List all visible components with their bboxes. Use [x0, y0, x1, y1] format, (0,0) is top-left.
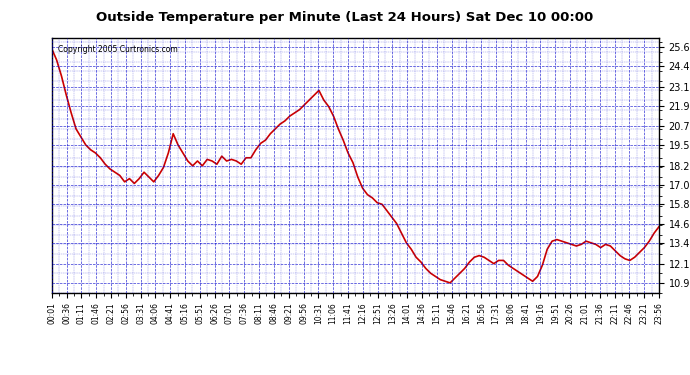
Text: Outside Temperature per Minute (Last 24 Hours) Sat Dec 10 00:00: Outside Temperature per Minute (Last 24 … [97, 11, 593, 24]
Text: Copyright 2005 Curtronics.com: Copyright 2005 Curtronics.com [58, 45, 177, 54]
